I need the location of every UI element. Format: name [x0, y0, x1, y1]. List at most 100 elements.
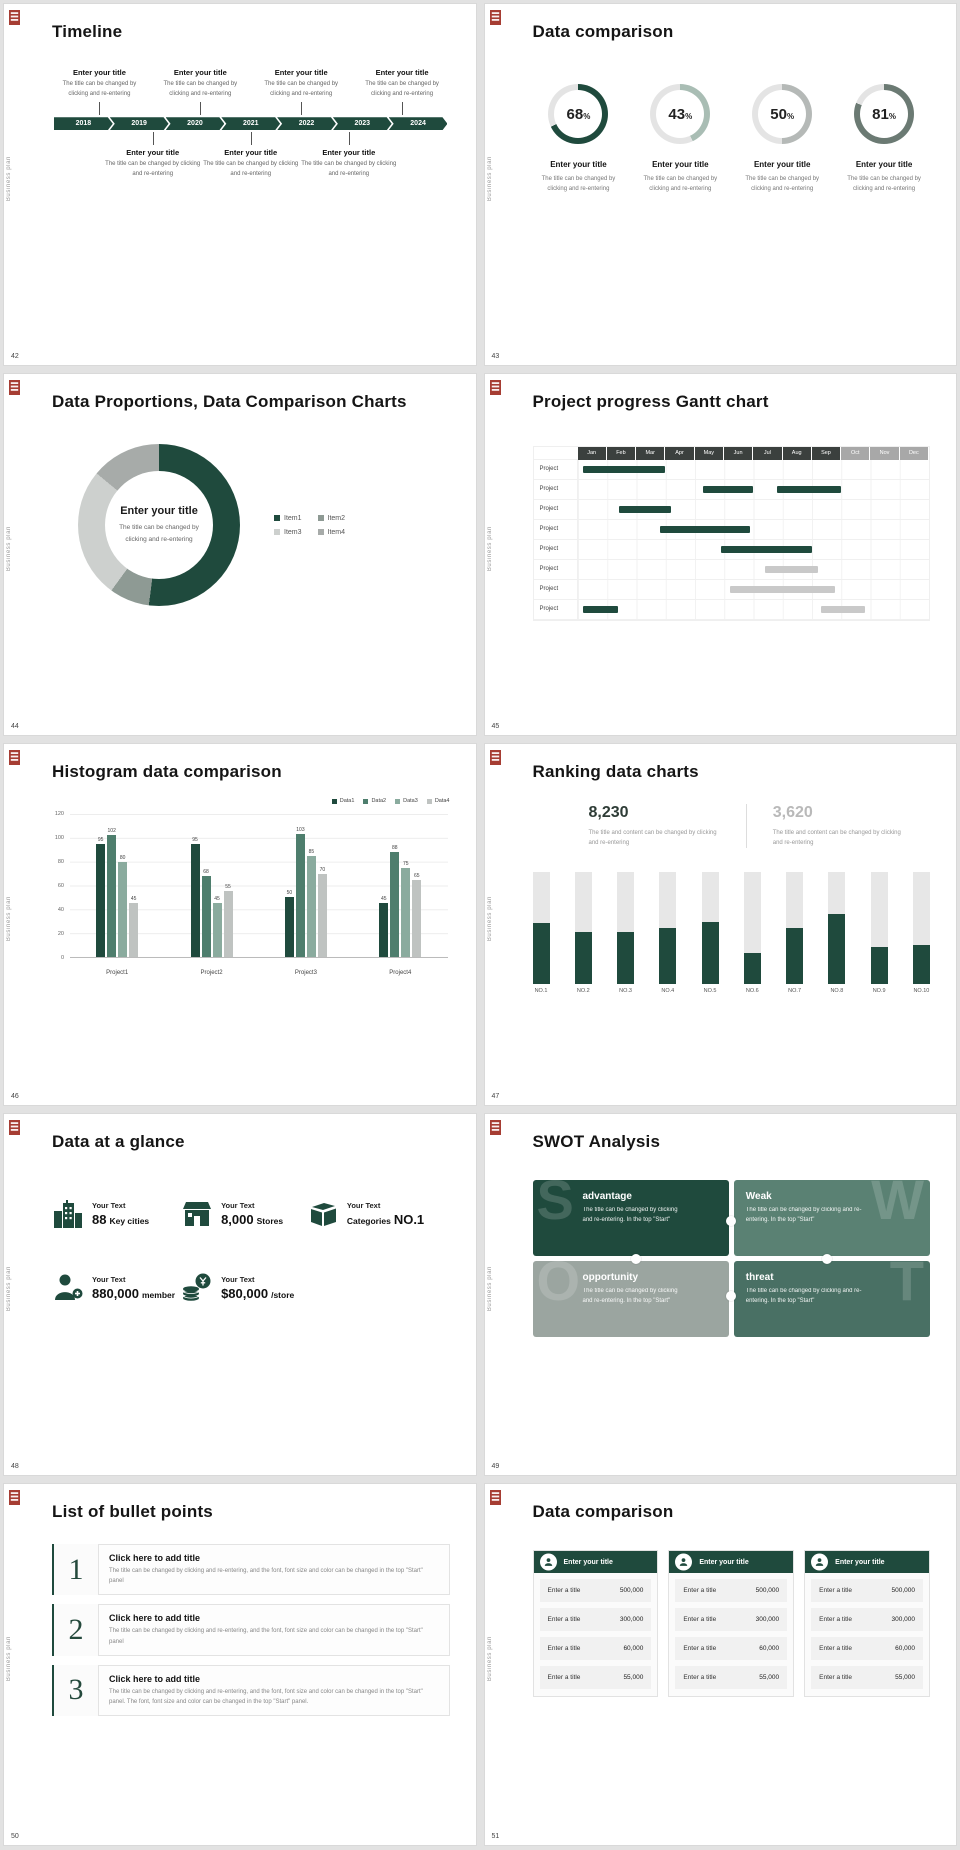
ring-value-unit: % — [583, 112, 591, 121]
histogram-bar — [118, 861, 128, 957]
ring-value-unit: % — [786, 112, 795, 121]
swot-tile-desc: The title can be changed by clicking and… — [745, 1288, 862, 1304]
bullet-item: 2 Click here to add title The title can be… — [52, 1604, 450, 1656]
slide-title: Data comparison — [532, 22, 674, 41]
data-table-row: Enter a title 500,000 — [539, 1579, 652, 1602]
slide-content: Data comparison 68% Enter your title The t… — [533, 22, 931, 351]
gantt-row-label: Project — [533, 520, 578, 540]
timeline-entry: Enter your title The title can be changed… — [104, 130, 202, 179]
slide-51-data-comparison-tables[interactable]: Business plan 51 Data comparison Enter yo… — [483, 1483, 957, 1846]
slide-42-timeline[interactable]: Business plan 42 Timeline Enter your titl… — [3, 3, 477, 366]
row-label: Enter a title — [547, 1645, 581, 1652]
slide-number: 43 — [491, 353, 500, 360]
legend-label: Data4 — [434, 798, 450, 804]
ranking-bar-track — [617, 872, 635, 985]
proportion-donut-chart: Enter your title The title can be change… — [78, 444, 240, 606]
slide-side-label: Business plan — [6, 525, 12, 571]
slide-48-data-at-a-glance[interactable]: Business plan 48 Data at a glance Your Te… — [3, 1113, 477, 1476]
timeline-connector-line — [200, 102, 202, 116]
legend-swatch — [274, 515, 280, 521]
bar-value-label: 55 — [225, 884, 231, 891]
row-label: Enter a title — [819, 1674, 853, 1681]
puzzle-knob-icon — [726, 1215, 737, 1226]
seal-logo-icon — [489, 750, 501, 765]
data-table-card: Enter your title Enter a title 500,000 Ente… — [804, 1550, 930, 1697]
slide-side-label: Business plan — [486, 525, 493, 571]
slide-content: Data comparison Enter your title Enter a … — [532, 1502, 931, 1831]
histogram-plot: 95 102 80 45 95 68 45 55 50 103 85 70 45 88 75 65 — [70, 814, 448, 958]
timeline-year-chevron: 2020 — [166, 117, 225, 130]
donut-center-label: Enter your title The title can be change… — [108, 474, 210, 576]
gantt-row-label: Project — [533, 560, 578, 580]
histogram-group: 50 103 85 70 — [284, 814, 327, 957]
glance-stat-value: 880,000 — [92, 1286, 139, 1301]
slide-46-histogram[interactable]: Business plan 46 Histogram data compariso… — [3, 743, 477, 1106]
ranking-bar-label: NO.7 — [788, 988, 802, 995]
timeline-entry: Enter your title The title can be changed… — [202, 130, 300, 179]
ring-value-unit: % — [685, 112, 693, 121]
person-icon — [680, 1558, 688, 1566]
gantt-corner-cell — [533, 447, 578, 460]
ring-desc: The title can be changed by clicking and… — [541, 176, 616, 192]
histogram-bar — [284, 897, 294, 957]
bar-value-label: 88 — [392, 845, 398, 852]
puzzle-knob-icon — [726, 1291, 737, 1302]
timeline-entry-title: Enter your title — [375, 68, 429, 77]
legend-swatch — [426, 798, 432, 804]
glance-stat-text: Your Text Categories NO.1 — [347, 1201, 424, 1227]
legend-swatch — [317, 515, 324, 521]
slide-content: List of bullet points 1 Click here to add… — [52, 1502, 450, 1831]
timeline-entry: Enter your title The title can be changed… — [355, 68, 450, 117]
ranking-bar-track — [701, 872, 719, 985]
bar-value-label: 65 — [414, 872, 420, 879]
legend-item: Item4 — [317, 529, 345, 536]
row-value: 500,000 — [755, 1587, 780, 1594]
legend-label: Item2 — [327, 514, 346, 522]
gantt-chart: Jan Feb Mar Apr May Jun Jul Aug Sep Oct Nov Dec Proj… — [532, 446, 930, 621]
ranking-bar-column: NO.1 — [532, 872, 550, 994]
histogram-bar-wrap: 45 — [129, 814, 139, 957]
gantt-bar — [729, 586, 836, 593]
gantt-month-header: May — [694, 447, 724, 460]
swot-tile-desc: The title can be changed by clicking and… — [582, 1288, 678, 1304]
data-table-title: Enter your title — [563, 1558, 613, 1566]
histogram-bar-wrap: 68 — [201, 814, 211, 957]
histogram-bar — [107, 835, 117, 957]
bar-value-label: 80 — [119, 854, 126, 861]
slide-content: Data at a glance Your Text 88 Key cities Yo… — [52, 1132, 450, 1461]
data-table-title: Enter your title — [835, 1558, 885, 1566]
bullet-number: 3 — [52, 1664, 98, 1717]
histogram-bar-wrap: 75 — [401, 814, 411, 957]
ranking-stat-desc: The title and content can be changed by … — [772, 830, 901, 847]
y-tick-label: 80 — [57, 859, 64, 865]
histogram-bar — [390, 852, 400, 957]
slide-47-ranking-charts[interactable]: Business plan 47 Ranking data charts 8,23… — [483, 743, 957, 1106]
bar-value-label: 45 — [214, 896, 220, 903]
row-label: Enter a title — [683, 1616, 717, 1623]
slide-43-data-comparison[interactable]: Business plan 43 Data comparison 68% Enter… — [483, 3, 957, 366]
ranking-bar-fill — [786, 928, 804, 985]
histogram-group: 95 68 45 55 — [190, 814, 233, 957]
timeline-connector-line — [348, 132, 350, 146]
slide-45-gantt-chart[interactable]: Business plan 45 Project progress Gantt c… — [483, 373, 957, 736]
proportion-chart-area: Enter your title The title can be change… — [52, 444, 450, 606]
row-value: 300,000 — [619, 1616, 644, 1623]
bar-value-label: 102 — [107, 828, 116, 835]
legend-item: Data1 — [331, 798, 354, 804]
histogram-bar — [401, 867, 411, 957]
glance-stat-unit: Stores — [256, 1216, 284, 1226]
timeline-connector-line — [152, 132, 154, 146]
seal-logo-icon — [489, 1490, 501, 1505]
gantt-bar — [703, 486, 754, 493]
coins-icon — [182, 1273, 211, 1301]
timeline-entry-title: Enter your title — [274, 68, 328, 77]
bullet-title: Click here to add title — [109, 1673, 201, 1684]
histogram-bar-wrap: 45 — [379, 814, 389, 957]
slide-number: 51 — [491, 1833, 500, 1840]
swot-watermark-letter: T — [889, 1261, 924, 1312]
slide-number: 47 — [491, 1093, 500, 1100]
slide-44-data-proportions[interactable]: Business plan 44 Data Proportions, Data C… — [3, 373, 477, 736]
